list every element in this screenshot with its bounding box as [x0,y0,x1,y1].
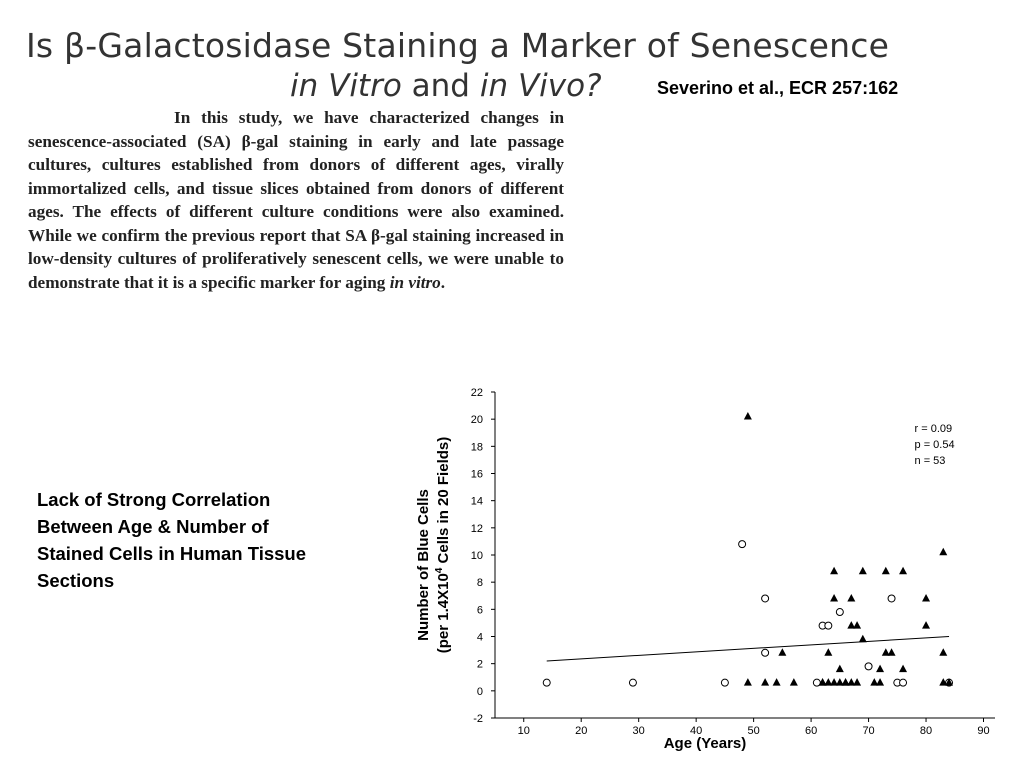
data-point-triangle [743,678,752,686]
y-tick-label: 2 [477,659,483,671]
data-point-triangle [887,648,896,656]
data-point-triangle [818,678,827,686]
figure-caption: Lack of Strong Correlation Between Age &… [37,489,307,591]
data-point-triangle [830,678,839,686]
scatter-chart: -2 0 2 4 6 8 10 12 14 16 18 20 22 10 20 30 40 50 60 70 80 90 A… [415,387,995,752]
data-point-triangle [881,648,890,656]
slide-title-line2: in Vitro and in Vivo? [290,68,602,104]
abstract-end-punct: . [440,272,446,292]
y-tick-label: 6 [477,604,483,616]
data-point-triangle [858,634,867,643]
y-tick-label: -2 [473,713,483,725]
data-point-circle [835,608,844,617]
title-and: and [401,68,480,104]
y-tick-label: 0 [477,686,483,698]
x-tick-label: 50 [747,725,759,737]
data-point-triangle [743,411,752,420]
y-axis-label-line1: Number of Blue Cells [415,489,432,641]
regression-line [546,636,950,662]
data-point-circle [761,648,770,657]
y-axis-label-post: Cells in 20 Fields) [435,437,452,568]
data-point-circle [899,678,908,687]
data-point-triangle [847,678,856,686]
data-point-circle [738,540,747,549]
data-point-triangle [835,664,844,673]
y-tick-label: 14 [471,496,483,508]
title-in-vivo: in Vivo? [479,68,602,104]
x-tick-label: 90 [977,725,989,737]
data-point-triangle [899,664,908,673]
y-tick-label: 12 [471,523,483,535]
y-tick-label: 4 [477,632,483,644]
y-tick-label: 8 [477,577,483,589]
data-point-triangle [876,678,885,686]
x-tick-label: 10 [518,725,530,737]
slide-title-line1: Is β-Galactosidase Staining a Marker of … [26,26,890,65]
y-tick-label: 16 [471,469,483,481]
data-point-triangle [881,566,890,575]
data-point-circle [542,678,551,687]
data-point-triangle [870,678,879,686]
x-tick-label: 20 [575,725,587,737]
title-in-vitro: in Vitro [290,68,402,104]
data-point-triangle [922,593,931,602]
data-point-triangle [830,566,839,575]
data-point-triangle [858,566,867,575]
data-point-triangle [939,678,948,686]
data-point-circle [628,678,637,687]
data-point-triangle [939,547,948,556]
x-tick-label: 70 [862,725,874,737]
abstract-excerpt: In this study, we have characterized cha… [28,106,564,294]
stats-annotation: p = 0.54 [915,439,955,451]
y-tick-label: 10 [471,550,483,562]
data-point-triangle [853,678,862,686]
stats-annotation: n = 53 [915,455,946,467]
citation: Severino et al., ECR 257:162 [657,78,899,98]
x-tick-label: 40 [690,725,702,737]
data-point-triangle [772,678,781,686]
stats-annotation: r = 0.09 [915,423,953,435]
data-point-triangle [824,648,833,656]
data-point-triangle [899,566,908,575]
y-axis-label-pre: (per 1.4X10 [435,573,452,653]
data-point-triangle [853,621,862,629]
data-point-triangle [830,593,839,602]
data-point-circle [720,678,729,687]
data-point-triangle [841,678,850,686]
data-point-triangle [847,621,856,629]
data-point-circle [824,621,833,630]
y-tick-label: 18 [471,441,483,453]
data-point-triangle [761,678,770,686]
y-tick-label: 22 [471,387,483,399]
data-point-circle [864,662,873,671]
data-point-triangle [789,678,798,686]
y-tick-label: 20 [471,414,483,426]
x-tick-label: 30 [633,725,645,737]
data-point-triangle [876,664,885,673]
data-point-triangle [945,678,954,686]
data-point-triangle [778,648,787,656]
x-tick-label: 60 [805,725,817,737]
data-point-circle [887,594,896,603]
data-point-triangle [835,678,844,686]
data-point-triangle [847,593,856,602]
y-axis-label-superscript: 4 [434,567,445,573]
data-point-triangle [922,621,931,629]
x-tick-label: 80 [920,725,932,737]
data-point-triangle [939,648,948,656]
abstract-italic-end: in vitro [389,272,441,292]
y-axis-label-line2: (per 1.4X104 Cells in 20 Fields) [434,437,452,654]
data-point-triangle [824,678,833,686]
abstract-text: In this study, we have characterized cha… [28,108,564,292]
x-axis-label: Age (Years) [664,735,747,752]
data-point-circle [761,594,770,603]
